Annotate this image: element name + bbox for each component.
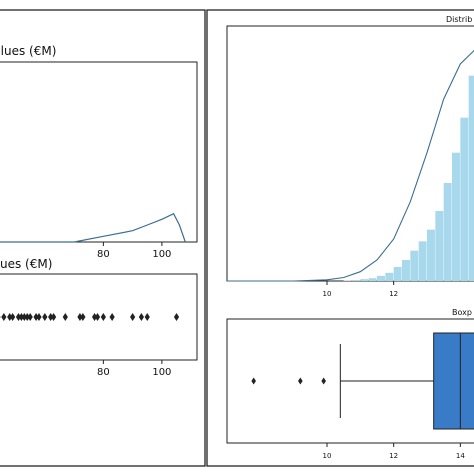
right-top-chart: Distrib 10 12 [226,15,474,298]
histogram-bar [393,267,402,281]
left-bottom-axes [0,273,198,361]
histogram-bar [360,279,369,281]
right-top-title: Distrib [446,15,472,24]
outlier-point [77,313,83,321]
histogram-bar [385,272,394,281]
outlier-point [42,313,48,321]
left-bottom-xaxis: 80 100 [97,360,171,378]
outlier-point [36,313,42,321]
right-panel-frame [206,9,474,467]
histogram-bar [460,117,469,282]
left-top-axes [0,61,198,243]
outlier-point [7,313,13,321]
histogram-bar [418,241,427,281]
outlier-point [1,313,7,321]
outlier-point [100,313,106,321]
x-tick-label: 10 [323,290,332,298]
x-tick-label: 12 [389,290,398,298]
outlier-point [33,313,39,321]
left-top-plot [0,212,186,243]
histogram-bar [452,152,460,281]
right-bottom-plot [251,332,474,430]
left-top-xaxis: 80 100 [97,242,171,260]
outlier-point [138,313,144,321]
outlier-point [251,377,256,385]
outlier-point [10,313,16,321]
histogram-bar [368,278,377,281]
outlier-point [80,313,86,321]
outlier-point [94,313,101,321]
right-top-xaxis: 10 12 [323,281,398,298]
density-line [0,212,186,243]
outlier-point [109,313,115,321]
left-top-chart: Values (€M) 80 100 [0,44,198,260]
x-tick-label: 80 [97,249,110,260]
right-bottom-axes [226,318,474,444]
left-top-title: Values (€M) [0,44,56,58]
histogram-bar [352,280,360,281]
x-tick-label: 12 [389,452,398,460]
outlier-point [51,313,57,321]
histogram-bar [377,275,385,281]
outlier-point [130,313,136,321]
histogram-bar [468,75,474,282]
right-bottom-chart: Boxp 10 12 14 [226,308,474,460]
histogram-bar [427,229,435,281]
outlier-point [15,313,22,321]
x-tick-label: 10 [323,452,332,460]
right-bottom-title: Boxp [452,308,472,317]
x-tick-label: 100 [152,249,171,260]
outlier-point [27,313,33,321]
left-bottom-title: Values (€M) [0,257,52,271]
x-tick-label: 80 [97,367,110,378]
outlier-point [24,313,30,321]
outlier-point [48,313,54,321]
right-bottom-xaxis: 10 12 14 [323,443,465,460]
left-panel: Values (€M) 80 100 Values (€M) 80 100 [0,9,206,467]
kde-line [227,49,474,282]
outlier-point [173,313,180,321]
right-top-plot [227,49,474,282]
histogram-bar [435,211,444,281]
box-iqr [433,332,474,430]
outlier-point [18,313,25,321]
outlier-point [21,313,27,321]
outlier-point [298,377,303,385]
outlier-point [62,313,68,321]
outlier-point [0,316,1,318]
outlier-point [91,313,98,321]
outlier-point [144,313,150,321]
right-panel: Distrib 10 12 Boxp 10 12 14 [206,9,474,467]
x-tick-label: 14 [456,452,465,460]
left-bottom-plot [0,313,180,321]
left-bottom-chart: Values (€M) 80 100 [0,257,198,378]
left-panel-frame [0,9,206,467]
outlier-point [321,377,326,385]
histogram-bar [410,250,419,281]
histogram-bar [402,260,410,281]
x-tick-label: 100 [152,367,171,378]
histogram-bar [443,183,452,281]
